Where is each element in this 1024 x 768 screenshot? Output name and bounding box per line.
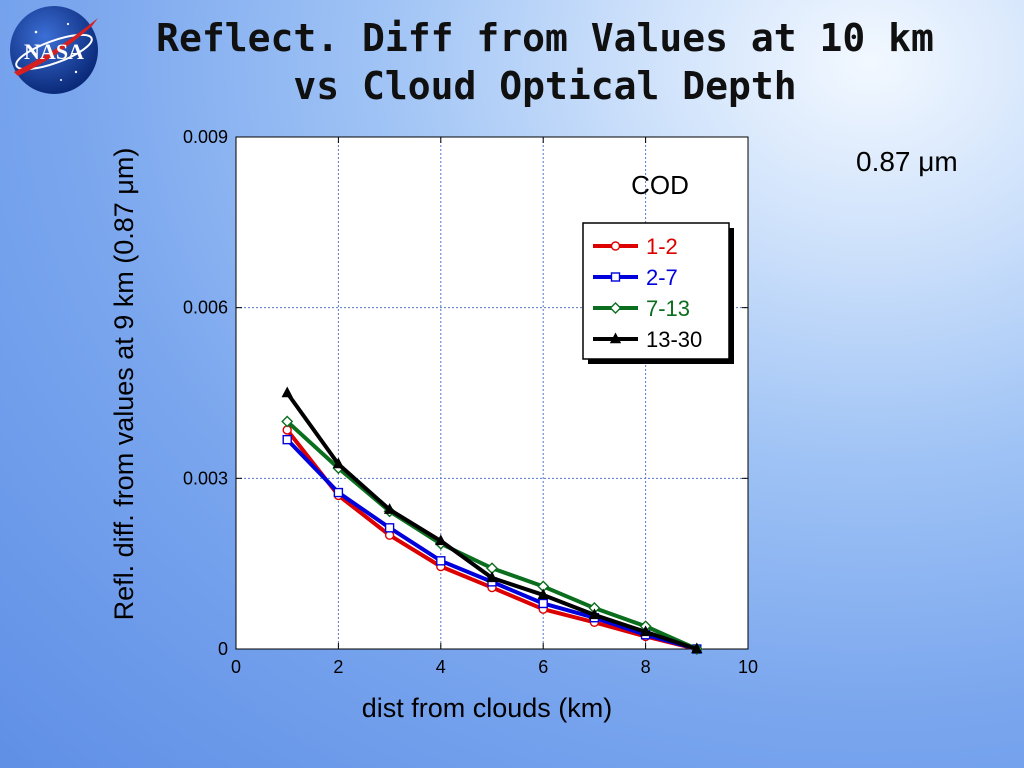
legend-marker bbox=[609, 332, 622, 344]
wavelength-label: 0.87 μm bbox=[856, 146, 958, 177]
data-point bbox=[281, 415, 294, 428]
legend-label: 7-13 bbox=[646, 296, 690, 321]
data-point bbox=[588, 608, 601, 620]
x-axis-label: dist from clouds (km) bbox=[362, 693, 613, 723]
legend-label: 2-7 bbox=[646, 265, 678, 290]
y-axis-label: Refl. diff. from values at 9 km (0.87 μm… bbox=[109, 148, 139, 621]
y-tick-label: 0.006 bbox=[183, 298, 228, 318]
data-point bbox=[333, 487, 344, 498]
legend-label: 13-30 bbox=[646, 327, 702, 352]
y-tick-label: 0.009 bbox=[183, 127, 228, 147]
legend-marker bbox=[609, 302, 622, 314]
legend-item: 1-2 bbox=[593, 234, 678, 259]
data-point bbox=[486, 571, 498, 583]
y-tick-label: 0.003 bbox=[183, 468, 228, 488]
nasa-logo: NASA bbox=[10, 6, 98, 94]
axis-ticks: 0 2 4 6 8 10 0 0.003 0.006 0.009 bbox=[183, 127, 758, 677]
data-point bbox=[537, 588, 549, 600]
data-point bbox=[282, 434, 292, 445]
x-tick-label: 0 bbox=[231, 657, 241, 677]
data-point bbox=[281, 386, 293, 398]
x-tick-label: 10 bbox=[738, 657, 758, 677]
x-tick-label: 6 bbox=[538, 657, 548, 677]
data-point bbox=[383, 503, 396, 514]
data-point bbox=[691, 642, 703, 654]
x-tick-label: 8 bbox=[641, 657, 651, 677]
legend-marker bbox=[610, 241, 621, 251]
series-13-30 bbox=[281, 386, 703, 654]
legend-label: 1-2 bbox=[646, 234, 678, 259]
data-point bbox=[538, 598, 548, 609]
legend-item: 7-13 bbox=[593, 296, 690, 321]
data-point bbox=[436, 556, 446, 566]
legend: 1-2 2-7 7-13 13-30 bbox=[582, 222, 734, 364]
y-tick-label: 0 bbox=[218, 639, 228, 659]
slide-title-line-2: vs Cloud Optical Depth bbox=[293, 64, 797, 108]
series-layer bbox=[281, 386, 703, 655]
x-tick-label: 4 bbox=[436, 657, 446, 677]
data-point bbox=[639, 625, 652, 637]
nasa-logo-text: NASA bbox=[24, 39, 84, 64]
slide-title-line-1: Reflect. Diff from Values at 10 km bbox=[156, 16, 934, 60]
legend-title: COD bbox=[631, 170, 689, 200]
legend-item: 2-7 bbox=[593, 265, 678, 290]
data-point bbox=[332, 457, 345, 469]
legend-marker bbox=[610, 272, 621, 282]
data-point bbox=[384, 523, 395, 533]
data-point bbox=[435, 534, 447, 546]
x-tick-label: 2 bbox=[333, 657, 343, 677]
legend-item: 13-30 bbox=[593, 327, 702, 352]
slide-title: Reflect. Diff from Values at 10 km vs Cl… bbox=[110, 14, 980, 110]
